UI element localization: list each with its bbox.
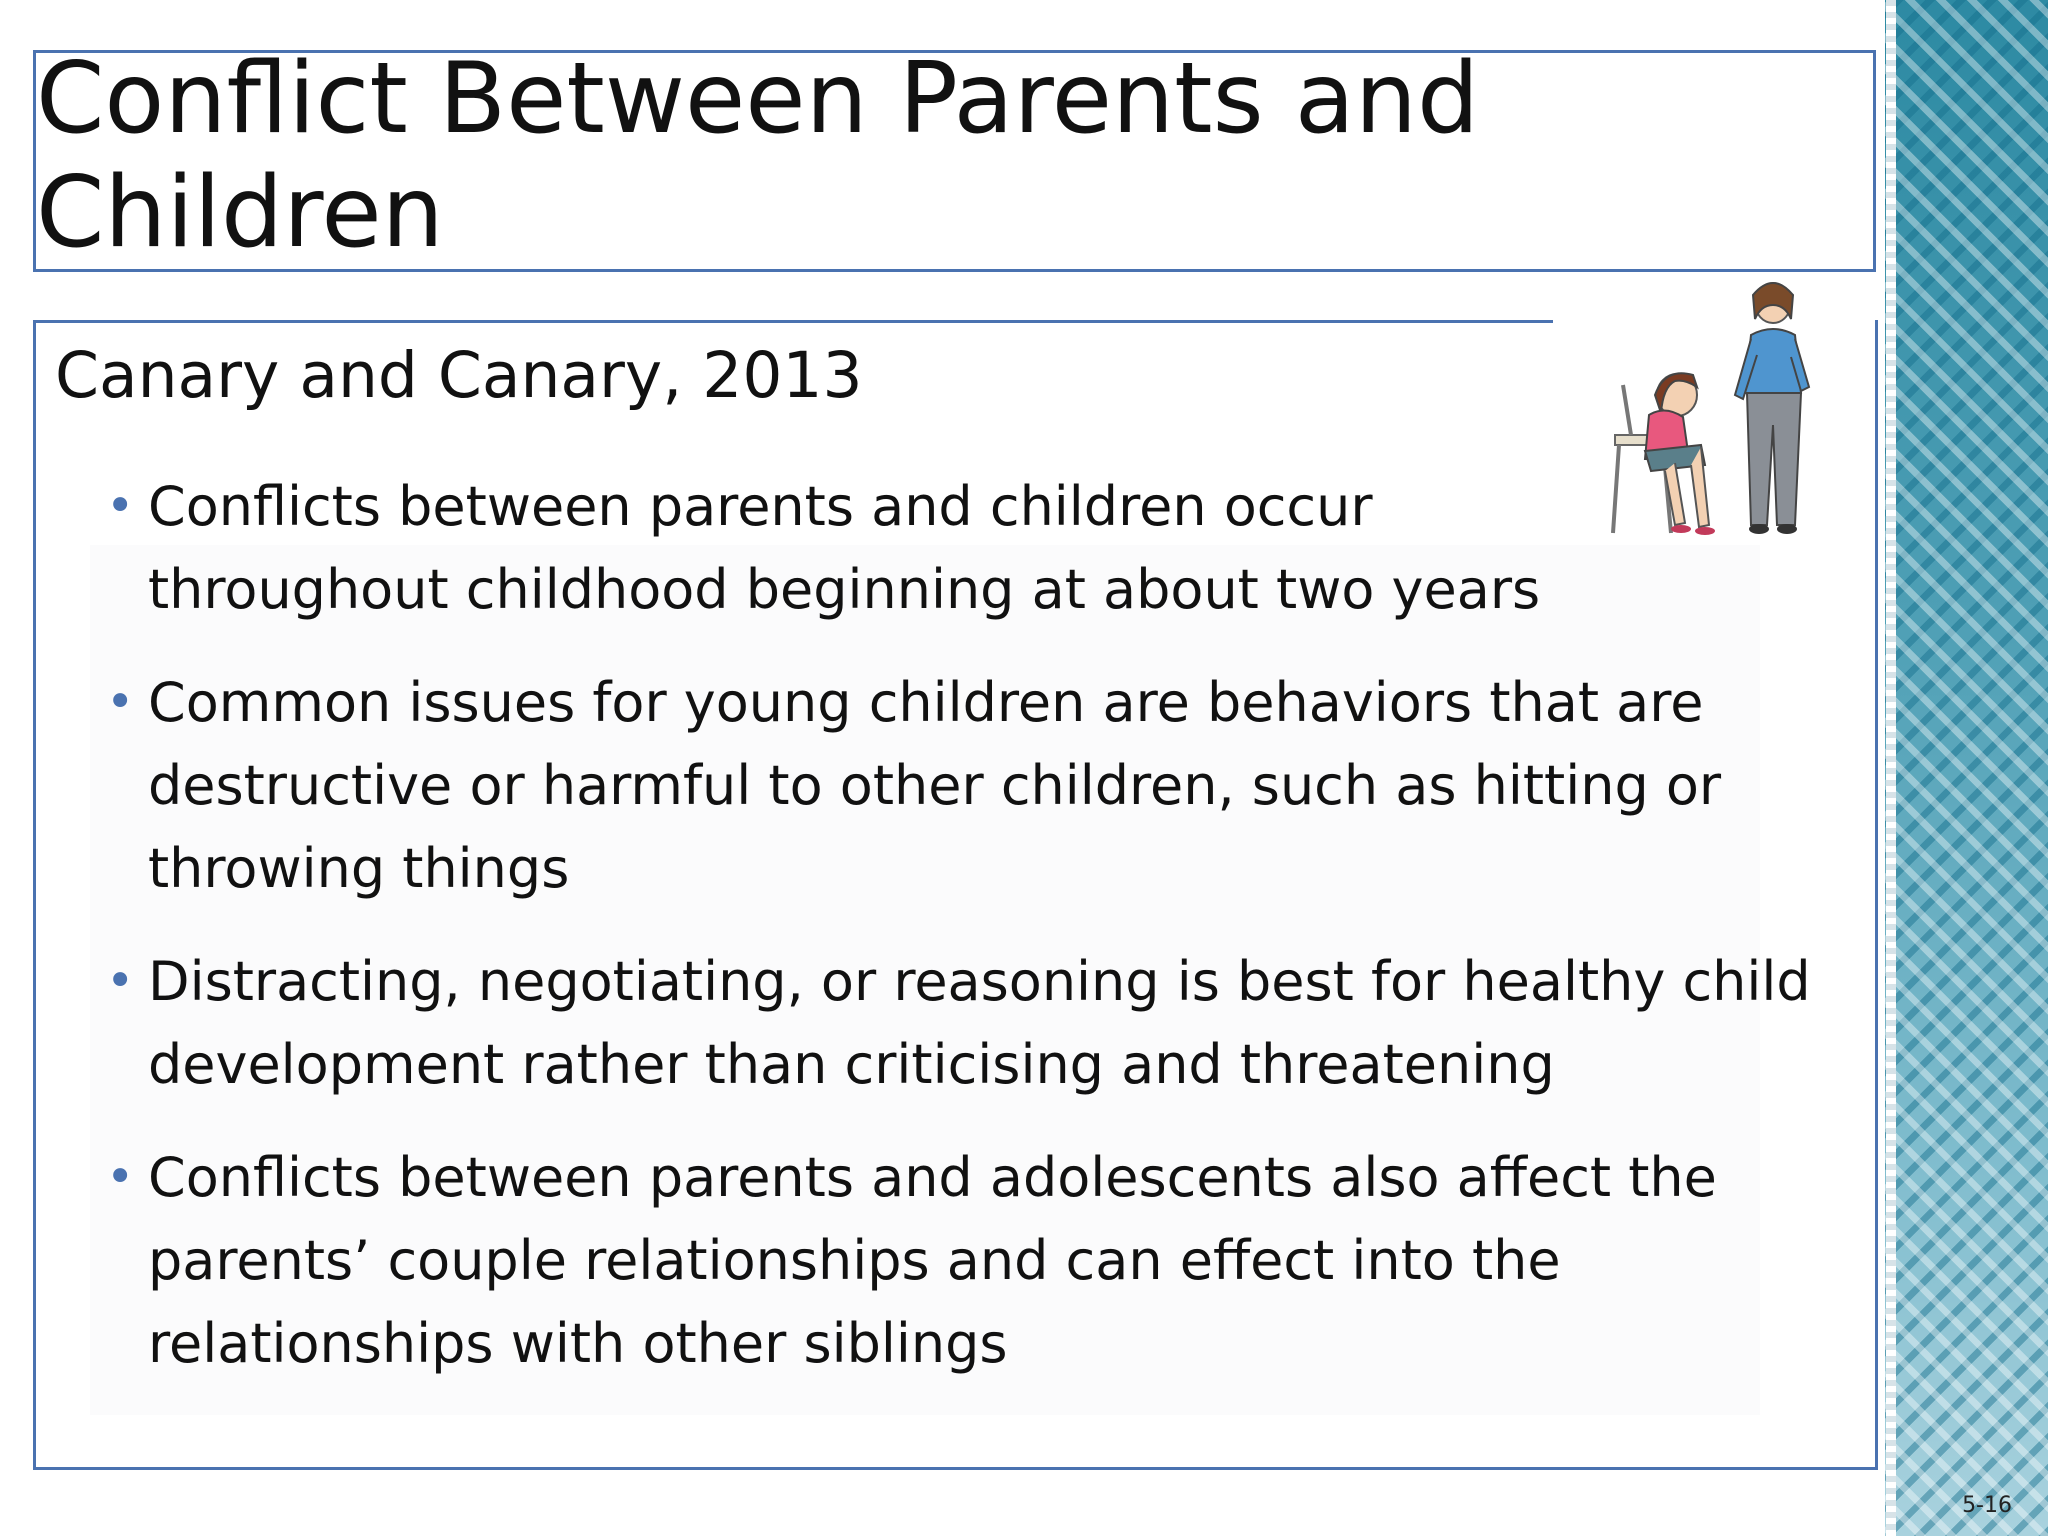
bullet-item: • Conflicts between parents and adolesce… bbox=[100, 1136, 1840, 1385]
content-box bbox=[33, 320, 1878, 1470]
bullet-text: Common issues for young children are beh… bbox=[148, 671, 1722, 900]
parent-child-illustration bbox=[1611, 282, 1811, 535]
bullet-item: • Distracting, negotiating, or reasoning… bbox=[100, 940, 1840, 1106]
standing-adult-figure bbox=[1733, 282, 1811, 534]
decorative-side-strip bbox=[1885, 0, 2048, 1536]
bullet-text: Conflicts between parents and adolescent… bbox=[148, 1146, 1717, 1375]
sitting-child-figure bbox=[1611, 372, 1715, 535]
bullet-dot-icon: • bbox=[106, 478, 135, 534]
bullet-dot-icon: • bbox=[106, 1149, 135, 1205]
bullet-item: • Conflicts between parents and children… bbox=[100, 465, 1840, 631]
bullet-text: Distracting, negotiating, or reasoning i… bbox=[148, 950, 1811, 1096]
bullet-item: • Common issues for young children are b… bbox=[100, 661, 1840, 910]
content-box-top-border bbox=[33, 320, 1553, 323]
bullet-dot-icon: • bbox=[106, 674, 135, 730]
slide-title: Conflict Between Parents and Children bbox=[36, 42, 1480, 270]
slide-subtitle: Canary and Canary, 2013 bbox=[55, 339, 863, 412]
bullet-text: Conflicts between parents and children o… bbox=[148, 475, 1541, 621]
decorative-side-edge bbox=[1886, 0, 1896, 1536]
title-box: Conflict Between Parents and Children bbox=[33, 42, 1876, 272]
content-panel bbox=[90, 545, 1760, 1415]
slide-number: 5-16 bbox=[1962, 1493, 2012, 1518]
bullet-dot-icon: • bbox=[106, 953, 135, 1009]
bullet-list: • Conflicts between parents and children… bbox=[100, 465, 1840, 1415]
